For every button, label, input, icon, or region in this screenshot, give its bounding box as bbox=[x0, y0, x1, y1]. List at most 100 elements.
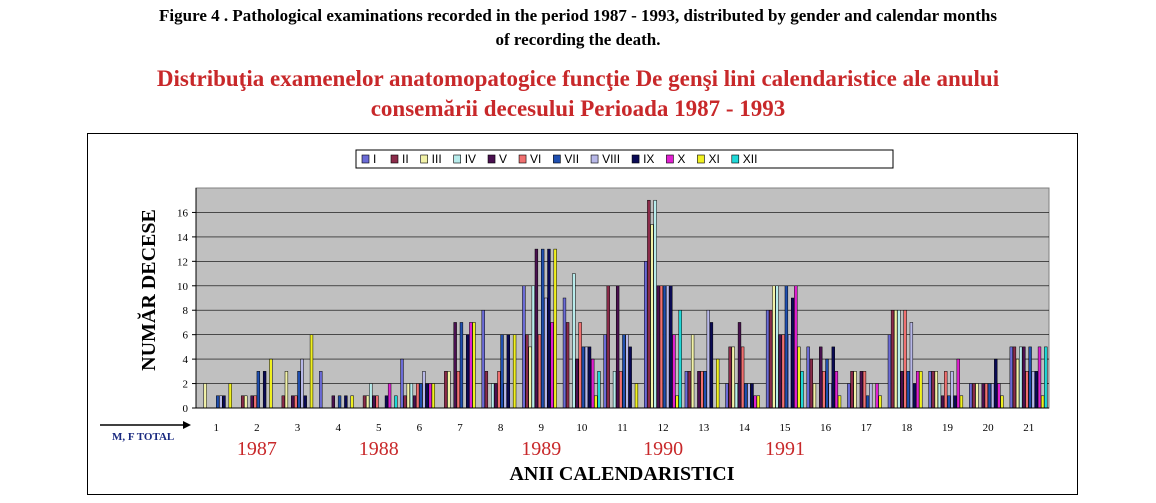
bar-11-IX bbox=[628, 346, 632, 409]
bar-1-VII bbox=[216, 395, 220, 409]
bar-6-X bbox=[428, 383, 432, 409]
bar-12-VII bbox=[662, 285, 667, 409]
bar-10-XII bbox=[597, 371, 601, 409]
bar-19-II bbox=[931, 371, 935, 409]
x-axis-title: ANII CALENDARISTICI bbox=[509, 463, 734, 485]
bar-5-III bbox=[366, 395, 370, 409]
bar-3-V bbox=[291, 395, 295, 409]
bar-12-VI bbox=[659, 285, 664, 409]
bar-4-I bbox=[319, 371, 323, 409]
y-tick-label: 14 bbox=[177, 232, 189, 244]
bar-5-IV bbox=[369, 383, 373, 409]
bar-14-I bbox=[725, 383, 729, 409]
bar-21-V bbox=[1022, 346, 1026, 409]
legend-swatch bbox=[731, 154, 740, 164]
bar-15-II bbox=[769, 309, 773, 409]
bar-20-X bbox=[997, 383, 1001, 409]
legend-swatch bbox=[361, 154, 370, 164]
bar-21-VIII bbox=[1031, 371, 1035, 409]
y-tick-label: 12 bbox=[177, 256, 188, 268]
bar-8-V bbox=[494, 383, 498, 409]
legend-swatch bbox=[453, 154, 461, 164]
bar-14-VI bbox=[740, 346, 745, 409]
bar-13-V bbox=[697, 371, 701, 409]
legend-label: X bbox=[677, 152, 685, 166]
x-tick-labels: 1 2 3 4 5 6 7 8 9 10 11 12 13 14 15 16 17 18 19 20 21 bbox=[214, 422, 1035, 434]
y-tick-label: 6 bbox=[183, 330, 189, 342]
legend-swatch bbox=[420, 154, 428, 164]
bar-17-I bbox=[847, 383, 851, 409]
x-tick-label: 16 bbox=[820, 422, 832, 434]
bar-5-V bbox=[372, 395, 376, 409]
bar-21-VII bbox=[1028, 346, 1032, 409]
x-tick-label: 8 bbox=[498, 422, 504, 434]
legend-swatch bbox=[487, 154, 496, 164]
bar-21-IV bbox=[1019, 346, 1023, 409]
bar-5-IX bbox=[384, 395, 389, 409]
x-tick-label: 1 bbox=[214, 422, 220, 434]
bar-6-XI bbox=[431, 383, 436, 409]
x-tick-label: 3 bbox=[295, 422, 301, 434]
bar-17-VIII bbox=[869, 383, 873, 409]
bar-17-X bbox=[875, 383, 879, 409]
bar-6-VI bbox=[416, 383, 420, 409]
bar-14-VIII bbox=[747, 383, 751, 409]
y-axis-title: NUMĂR DECESE bbox=[136, 209, 160, 371]
bar-13-I bbox=[684, 371, 689, 409]
bar-12-XI bbox=[675, 395, 679, 409]
bar-16-XI bbox=[837, 395, 842, 409]
legend-label: VII bbox=[564, 152, 579, 166]
legend-label: IX bbox=[643, 152, 654, 166]
x-tick-label: 21 bbox=[1023, 422, 1034, 434]
bar-18-I bbox=[887, 334, 892, 409]
bar-20-IX bbox=[994, 358, 998, 409]
x-tick-label: 20 bbox=[983, 422, 995, 434]
legend-label: V bbox=[499, 152, 507, 166]
bar-2-VII bbox=[256, 371, 261, 409]
bar-12-X bbox=[672, 334, 676, 409]
year-label: 1990 bbox=[643, 438, 683, 460]
bar-13-II bbox=[687, 371, 692, 409]
bar-17-II bbox=[850, 371, 854, 409]
bar-18-VIII bbox=[909, 322, 914, 409]
x-tick-label: 15 bbox=[780, 422, 792, 434]
bar-19-I bbox=[928, 371, 932, 409]
bar-8-VII bbox=[500, 334, 504, 409]
bar-16-I bbox=[806, 346, 810, 409]
bar-9-VI bbox=[537, 334, 542, 409]
bar-4-IX bbox=[344, 395, 348, 409]
bar-2-XI bbox=[269, 358, 273, 409]
bar-17-V bbox=[859, 371, 864, 409]
x-tick-label: 11 bbox=[617, 422, 628, 434]
bar-10-IX bbox=[587, 346, 592, 409]
bar-11-V bbox=[615, 285, 620, 409]
legend-swatch bbox=[631, 154, 640, 164]
legend-swatch bbox=[666, 154, 674, 164]
x-tick-label: 4 bbox=[335, 422, 341, 434]
bar-19-IX bbox=[953, 395, 957, 409]
bar-18-V bbox=[900, 371, 904, 409]
bar-16-III bbox=[812, 383, 817, 409]
bar-6-I bbox=[400, 358, 404, 409]
bar-7-IX bbox=[466, 334, 470, 409]
corner-arrow bbox=[100, 421, 191, 429]
x-tick-label: 19 bbox=[942, 422, 954, 434]
bar-15-VI bbox=[781, 334, 785, 409]
bar-19-VI bbox=[944, 371, 948, 409]
bar-4-VII bbox=[337, 395, 342, 409]
bar-2-IX bbox=[262, 371, 267, 409]
bar-18-XI bbox=[919, 371, 923, 409]
bar-21-VI bbox=[1025, 371, 1029, 409]
bar-21-X bbox=[1037, 346, 1042, 409]
bar-12-XII bbox=[678, 309, 682, 409]
bar-9-III bbox=[528, 346, 532, 409]
y-tick-label: 4 bbox=[183, 354, 189, 366]
bar-16-VII bbox=[825, 358, 829, 409]
corner-label: M, F TOTAL bbox=[112, 431, 174, 443]
bar-13-III bbox=[690, 334, 695, 409]
legend-label: IV bbox=[465, 152, 476, 166]
bar-11-IV bbox=[612, 371, 617, 409]
bar-20-XI bbox=[1000, 395, 1004, 409]
bar-9-I bbox=[522, 285, 526, 409]
bar-1-VIII bbox=[219, 395, 223, 409]
